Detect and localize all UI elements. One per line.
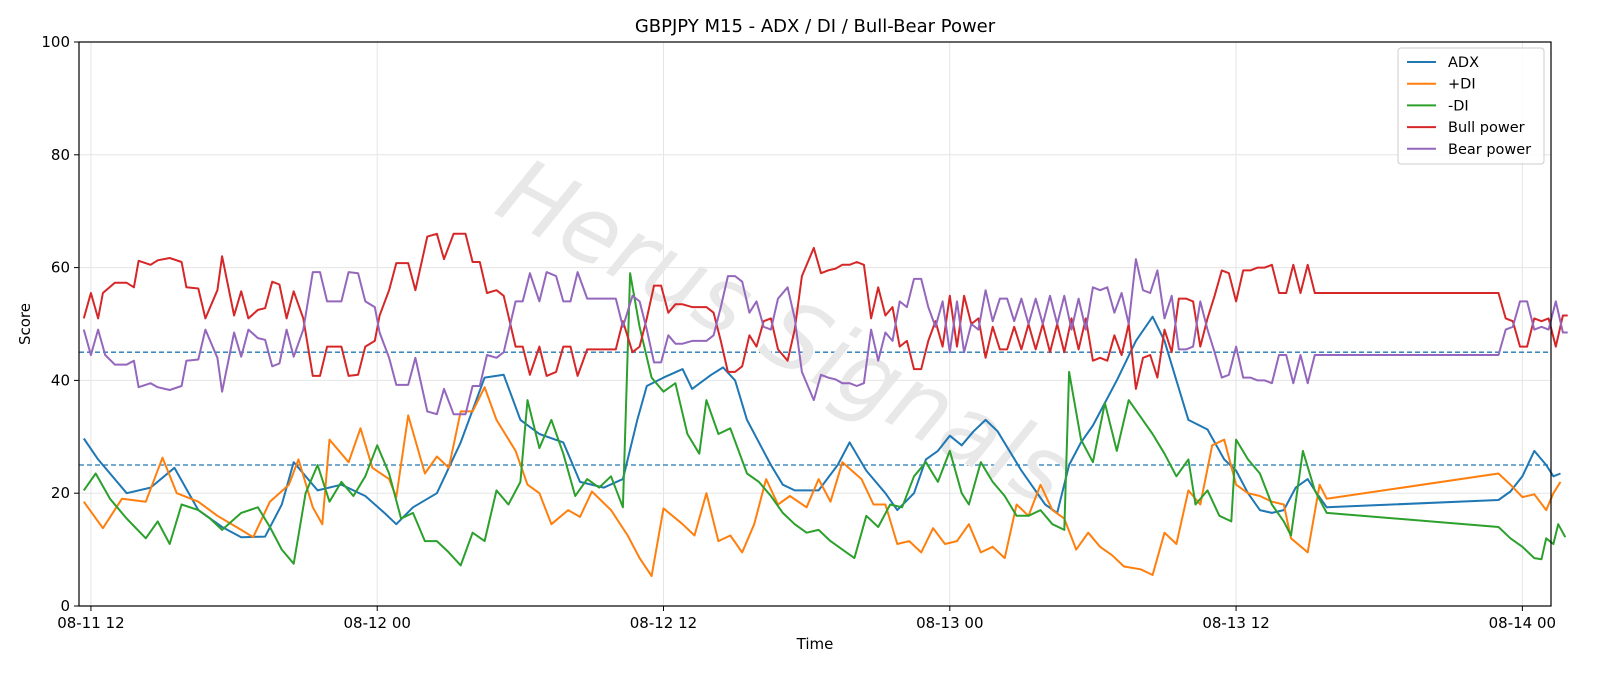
x-tick-label: 08-13 12 [1202, 614, 1269, 632]
legend-label: ADX [1448, 55, 1479, 71]
legend-label: Bull power [1448, 120, 1525, 136]
series-line [82, 232, 1568, 390]
y-tick-label: 40 [51, 371, 70, 389]
x-tick-label: 08-13 00 [916, 614, 983, 632]
legend-box [1397, 47, 1545, 165]
series-line [82, 258, 1568, 416]
chart-title: GBPJPY M15 - ADX / DI / Bull-Bear Power [635, 16, 996, 37]
x-tick-label: 08-12 12 [630, 614, 697, 632]
y-tick-label: 80 [51, 146, 70, 164]
x-axis: 08-11 12 08-12 00 08-12 12 08-13 00 08-13 12… [57, 606, 1556, 632]
y-axis-label: Score [16, 303, 34, 345]
y-tick-label: 100 [41, 33, 70, 51]
series-lines [82, 232, 1568, 578]
y-axis: 0 20 40 60 80 100 [41, 33, 79, 615]
x-tick-label: 08-11 12 [57, 614, 124, 632]
watermark: Herus Signals [482, 137, 1088, 527]
series-line [82, 272, 1567, 567]
legend-label: +DI [1448, 77, 1476, 93]
series-line [82, 386, 1562, 578]
series-line [82, 315, 1561, 539]
legend-label: -DI [1448, 98, 1469, 114]
reference-lines [79, 351, 1551, 466]
plot-frame [78, 41, 1552, 607]
y-tick-label: 60 [51, 259, 70, 277]
x-axis-label: Time [796, 635, 834, 653]
y-tick-label: 0 [60, 597, 70, 615]
legend-label: Bear power [1448, 142, 1531, 158]
y-tick-label: 20 [51, 484, 70, 502]
legend: ADX +DI -DI Bull power Bear power [1397, 47, 1545, 165]
x-tick-label: 08-12 00 [343, 614, 410, 632]
x-tick-label: 08-14 00 [1489, 614, 1556, 632]
